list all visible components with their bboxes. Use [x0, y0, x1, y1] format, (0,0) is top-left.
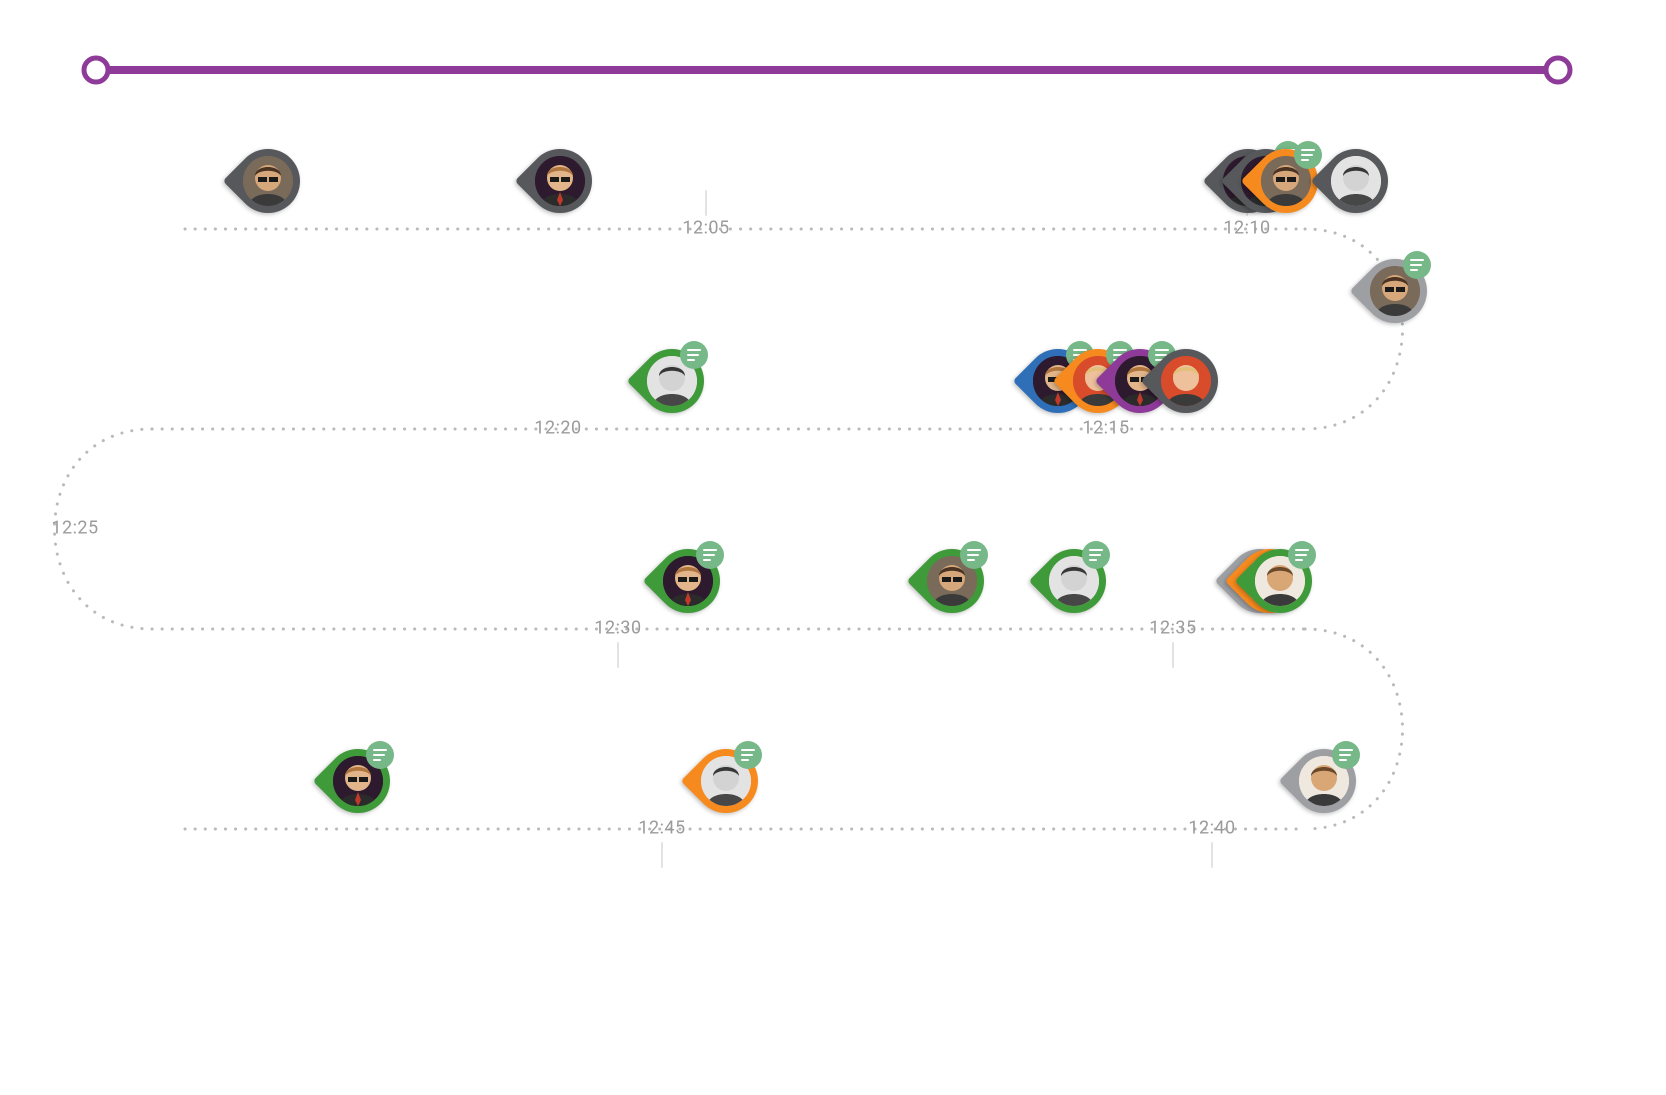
timeline-marker[interactable]	[694, 749, 758, 829]
time-tick	[1211, 842, 1213, 868]
timeline-marker[interactable]	[528, 149, 592, 229]
timeline-marker[interactable]	[920, 549, 984, 629]
note-badge-icon[interactable]	[366, 741, 394, 769]
timeline-marker[interactable]	[656, 549, 720, 629]
time-tick	[1172, 642, 1174, 668]
timeline-marker[interactable]	[1042, 549, 1106, 629]
note-badge-icon[interactable]	[1288, 541, 1316, 569]
note-badge-icon[interactable]	[680, 341, 708, 369]
avatar	[243, 156, 293, 206]
time-label: 12:45	[638, 818, 685, 839]
timeline-marker[interactable]	[1248, 549, 1312, 629]
time-tick	[705, 190, 707, 216]
time-tick	[617, 642, 619, 668]
time-label: 12:30	[594, 618, 641, 639]
timeline-marker[interactable]	[326, 749, 390, 829]
note-badge-icon[interactable]	[696, 541, 724, 569]
time-label: 12:35	[1149, 618, 1196, 639]
range-slider-end-handle[interactable]	[1546, 58, 1570, 82]
timeline-marker[interactable]	[1363, 259, 1427, 339]
avatar	[535, 156, 585, 206]
time-label: 12:05	[682, 218, 729, 239]
timeline-marker[interactable]	[1254, 149, 1318, 229]
note-badge-icon[interactable]	[1294, 141, 1322, 169]
timeline-marker[interactable]	[1324, 149, 1388, 229]
time-tick	[661, 842, 663, 868]
note-badge-icon[interactable]	[1332, 741, 1360, 769]
timeline-marker[interactable]	[1154, 349, 1218, 429]
range-slider-start-handle[interactable]	[84, 58, 108, 82]
timeline-marker[interactable]	[640, 349, 704, 429]
note-badge-icon[interactable]	[734, 741, 762, 769]
avatar	[1161, 356, 1211, 406]
time-label: 12:20	[534, 418, 581, 439]
note-badge-icon[interactable]	[1403, 251, 1431, 279]
timeline-marker[interactable]	[1292, 749, 1356, 829]
avatar	[1331, 156, 1381, 206]
timeline-stage: 12:0512:1012:2012:1512:2512:3012:3512:45…	[0, 0, 1666, 1095]
time-label: 12:25	[51, 518, 98, 539]
timeline-marker[interactable]	[236, 149, 300, 229]
note-badge-icon[interactable]	[960, 541, 988, 569]
note-badge-icon[interactable]	[1082, 541, 1110, 569]
time-label: 12:40	[1188, 818, 1235, 839]
